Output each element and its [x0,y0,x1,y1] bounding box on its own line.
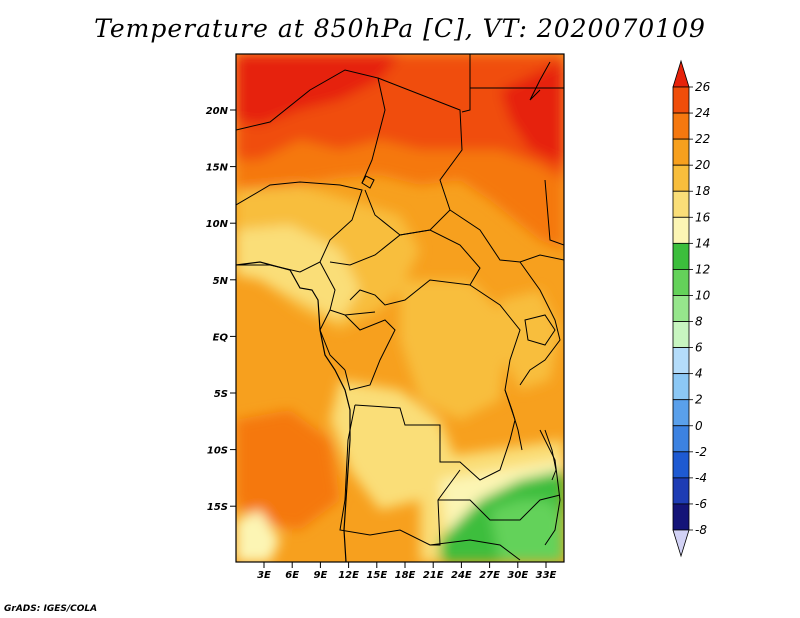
longitude-axis: 3E 6E 9E 12E 15E 18E 21E 24E 27E 30E 33E [257,562,557,581]
colorbar-label: 18 [695,184,711,198]
lat-tick-label: 20N [206,106,229,117]
lon-tick-label: 24E [451,570,472,581]
lat-tick-label: 15N [206,163,229,174]
ethiopia-border [544,179,564,246]
colorbar-label: 16 [695,210,711,224]
colorbar-swatch [672,373,690,401]
colorbar-label: 12 [695,262,710,276]
colorbar-label: -6 [695,497,707,511]
niger-border [236,69,386,184]
lon-tick-label: 3E [257,570,271,581]
car-border [329,229,481,306]
field-26-ne [500,60,564,165]
colorbar-swatch [672,190,690,218]
colorbar-swatch [672,138,690,166]
congo-border [344,314,396,391]
lon-tick-label: 12E [338,570,359,581]
colorbar-label: 24 [695,106,710,120]
colorbar-swatch [672,242,690,270]
colorbar-label: 6 [695,341,703,355]
lat-tick-label: 10N [206,219,229,230]
mozambique-border [539,429,561,546]
colorbar-label: 22 [695,132,710,146]
lon-tick-label: 33E [536,570,557,581]
colorbar-swatch [672,503,690,531]
red-sea-coast [529,61,551,101]
colorbar-label: 4 [695,367,703,381]
drc-south-border [354,404,511,481]
lat-tick-label: 15S [207,502,228,513]
field-10-south [490,500,564,562]
colorbar-label: 26 [695,80,711,94]
lat-tick-label: 5N [213,276,229,287]
colorbar-swatch [672,112,690,140]
colorbar-swatch [672,269,690,296]
zambia-border [438,494,561,521]
colorbar-label: -4 [695,471,707,485]
lon-tick-label: 18E [395,570,416,581]
boundaries [236,54,564,562]
field-26-north [236,54,400,125]
colorbar-swatch [672,86,690,114]
coastline [236,261,351,562]
lake-tanganyika [504,389,523,451]
field-16-gabon [236,225,360,320]
colorbar-label: 0 [695,419,703,433]
colorbar-label: -8 [695,523,707,537]
lake-malawi [544,429,557,481]
colorbar-swatch [672,477,690,505]
sudan-border [449,209,564,263]
colorbar-swatch [672,347,690,375]
gabon-border [319,309,346,371]
angola-border [339,404,461,546]
colorbar-label: 20 [695,158,711,172]
colorbar-swatch [672,321,690,348]
lake-chad [361,175,375,189]
field-18-drc [400,280,510,420]
colorbar-label: 14 [695,236,710,250]
colorbar-bottom-arrow [672,529,690,558]
lake-victoria [524,314,556,346]
field-14-coast [236,510,280,562]
map-frame [235,53,565,563]
colorbar-swatch [672,451,690,479]
colorbar-swatch [672,164,690,192]
colorbar-label: -2 [695,445,707,459]
field-22-atlantic [236,410,340,530]
east-africa-border [519,261,561,386]
colorbar-top-arrow [672,59,690,88]
temperature-field [236,54,564,562]
lon-tick-label: 9E [314,570,328,581]
colorbar-swatch [672,216,690,244]
namibia-border [429,539,521,561]
lat-tick-label: 5S [214,389,228,400]
chart-title: Temperature at 850hPa [C], VT: 202007010… [94,14,706,43]
colorbar-swatch [672,399,690,427]
lon-tick-label: 27E [479,570,500,581]
colorbar-label: 10 [695,288,711,302]
lon-tick-label: 6E [285,570,299,581]
lon-tick-label: 21E [423,570,444,581]
colorbar-swatch [672,295,690,322]
lon-tick-label: 30E [507,570,528,581]
lon-tick-label: 15E [366,570,387,581]
latitude-axis: 20N 15N 10N 5N EQ 5S 10S 15S [206,106,236,513]
lat-tick-label: 10S [207,446,228,457]
colorbar-label: 8 [695,315,703,329]
colorbar-swatch [672,425,690,453]
colorbar-label: 2 [695,393,703,407]
grads-credit: GrADS: IGES/COLA [4,604,98,614]
libya-sudan-border [461,54,471,113]
lat-tick-label: EQ [213,332,229,343]
